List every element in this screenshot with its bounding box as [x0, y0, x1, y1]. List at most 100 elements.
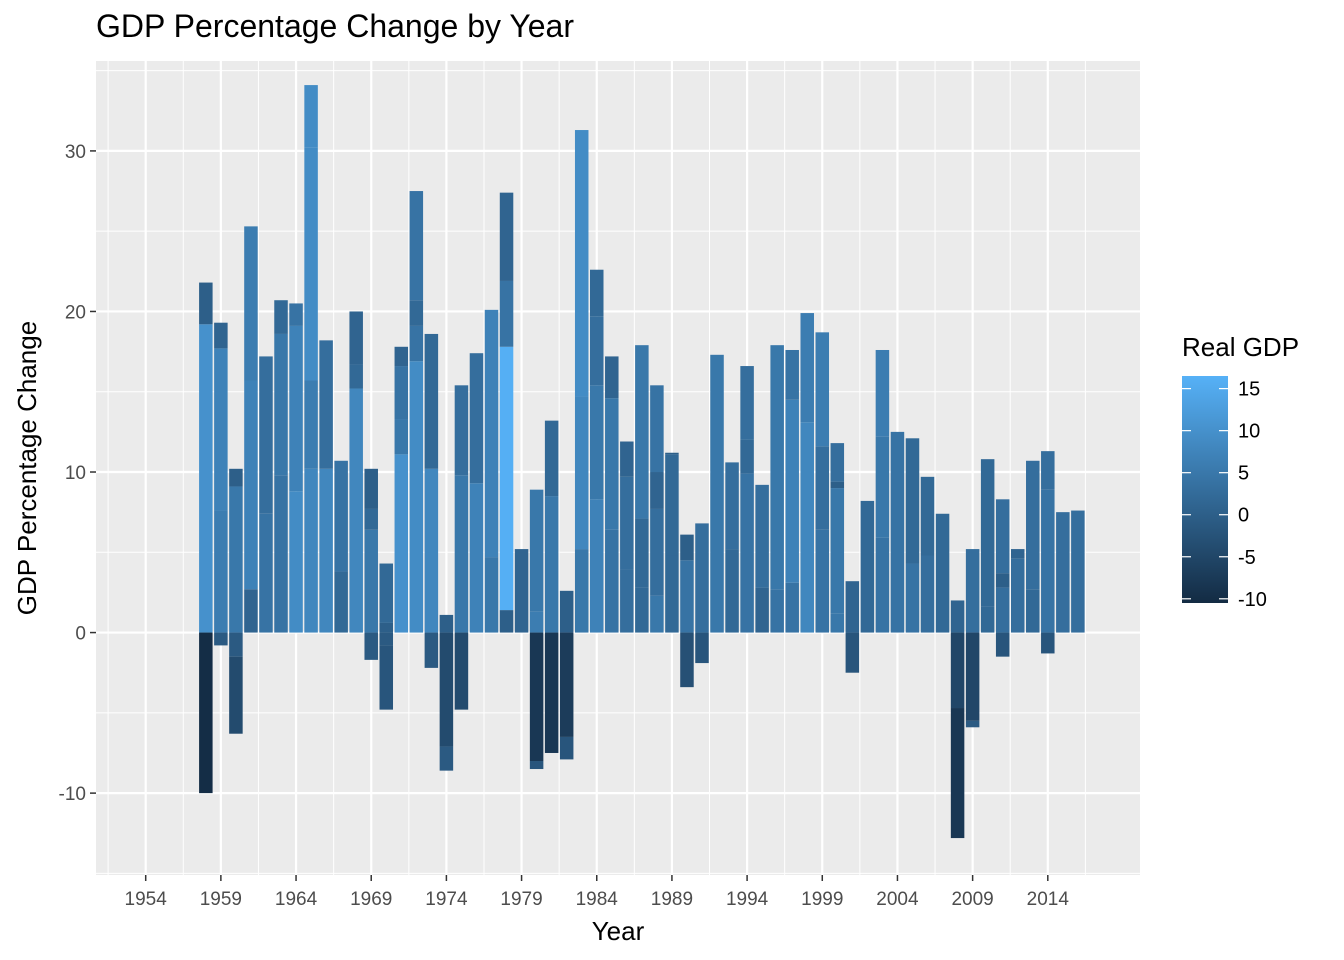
bar-segment-1978: [499, 610, 514, 633]
bar-segment-1959: [214, 348, 228, 511]
x-tick-label: 1999: [801, 889, 843, 910]
bar-segment-1996: [770, 589, 784, 633]
bar-segment-1973: [424, 632, 439, 668]
bar-segment-2009: [965, 632, 980, 721]
bar-segment-1984: [590, 499, 604, 633]
legend-tick-label: 15: [1238, 379, 1260, 401]
bar-segment-1966: [319, 468, 333, 633]
bar-segment-1961: [244, 589, 258, 633]
bar-segment-1959: [214, 322, 228, 349]
bar-segment-1993: [725, 549, 739, 633]
bar-segment-2016: [1071, 510, 1085, 633]
bar-segment-1990: [680, 560, 694, 633]
bar-segment-1963: [274, 475, 288, 633]
bar-segment-1993: [725, 462, 739, 550]
bar-segment-1988: [650, 385, 664, 473]
bar-segment-1959: [214, 510, 228, 633]
bar-segment-2003: [875, 537, 890, 633]
bar-segment-1996: [770, 345, 784, 590]
bar-segment-1970: [379, 632, 394, 646]
bar-segment-2013: [1026, 460, 1040, 590]
minor-gridlines: [96, 61, 1140, 875]
bar-segment-1960: [229, 468, 243, 487]
bar-segment-2005: [905, 438, 920, 564]
legend-tick-label: -5: [1238, 547, 1256, 569]
bar-segment-1974: [439, 746, 454, 771]
bar-segment-1980: [529, 632, 544, 762]
bar-segment-2000: [830, 481, 845, 489]
y-tick-label: 20: [65, 302, 86, 323]
bar-segment-1969: [364, 508, 378, 530]
bar-segment-2008: [950, 708, 965, 839]
bar-segment-1971: [394, 454, 409, 633]
bar-segment-1994: [740, 439, 754, 474]
bar-segment-1997: [785, 349, 799, 400]
bar-segment-1980: [529, 611, 544, 633]
bar-segment-2013: [1026, 589, 1040, 633]
legend-tick-label: 5: [1238, 463, 1249, 485]
bar-segment-1987: [635, 345, 649, 519]
bar-segment-1983: [574, 396, 589, 550]
bar-segment-1976: [469, 483, 484, 633]
y-axis: -10 0 10 20 30: [59, 142, 96, 805]
bar-segment-1960: [229, 656, 243, 734]
bar-segment-1967: [334, 460, 348, 572]
bar-segment-1958: [199, 324, 213, 633]
x-tick-label: 1954: [125, 889, 168, 910]
bar-segment-2003: [875, 349, 890, 437]
bar-segment-1961: [244, 380, 258, 590]
bar-segment-1964: [289, 303, 303, 326]
bar-segment-1965: [304, 380, 318, 469]
bar-segment-1978: [499, 346, 514, 611]
bar-segment-1964: [289, 325, 303, 492]
bar-segment-2009: [965, 549, 980, 633]
bar-segment-2000: [830, 488, 845, 614]
bar-segment-1985: [605, 398, 619, 530]
bar-segment-1960: [229, 486, 243, 633]
y-axis-title: GDP Percentage Change: [12, 321, 42, 615]
x-tick-label: 1974: [425, 889, 468, 910]
bar-segment-1997: [785, 582, 799, 633]
bar-segment-2008: [950, 600, 965, 633]
bar-segment-1998: [800, 313, 814, 423]
bar-segment-1978: [499, 192, 514, 281]
bar-segment-1962: [259, 513, 273, 633]
x-axis: 1954 1959 1964 1969 1974 1979 1984 1989 1994 1999…: [125, 875, 1069, 910]
bar-segment-2011: [995, 632, 1010, 657]
bar-segment-1984: [590, 316, 604, 386]
bar-segment-1982: [559, 590, 574, 633]
bar-segment-1974: [439, 632, 454, 747]
bar-segment-1986: [620, 441, 634, 477]
bar-segment-2011: [995, 573, 1010, 588]
bar-segment-1972: [409, 191, 424, 301]
x-tick-label: 1964: [275, 889, 318, 910]
bar-segment-1994: [740, 366, 754, 440]
x-tick-label: 1979: [500, 889, 542, 910]
bar-segment-1969: [364, 529, 378, 633]
x-tick-label: 2004: [876, 889, 919, 910]
bar-segment-1986: [620, 476, 634, 570]
bar-segment-2003: [875, 436, 890, 538]
bar-segment-1970: [379, 622, 394, 633]
bar-segment-1989: [665, 454, 679, 556]
bar-segment-1977: [484, 557, 499, 633]
bar-segment-1988: [650, 508, 664, 596]
bar-segment-1985: [605, 529, 619, 633]
bar-segment-1986: [620, 569, 634, 633]
bar-segment-1958: [199, 632, 213, 794]
bar-segment-1967: [334, 571, 348, 633]
bar-segment-1994: [740, 473, 754, 633]
bar-segment-1959: [214, 632, 228, 646]
bar-segment-1983: [574, 549, 589, 633]
bar-segment-1964: [289, 491, 303, 633]
bar-segment-2012: [1010, 549, 1025, 559]
bar-segment-1990: [680, 534, 694, 561]
legend: Real GDP 15 10 5 0 -5 -10: [1182, 332, 1299, 611]
bar-segment-1968: [349, 364, 363, 389]
bar-segment-1988: [650, 595, 664, 633]
bar-segment-1991: [695, 523, 709, 633]
bar-segment-2014: [1041, 489, 1055, 633]
bar-segment-1988: [650, 472, 664, 509]
bar-segment-1971: [394, 346, 409, 367]
bar-series: [199, 85, 1085, 839]
